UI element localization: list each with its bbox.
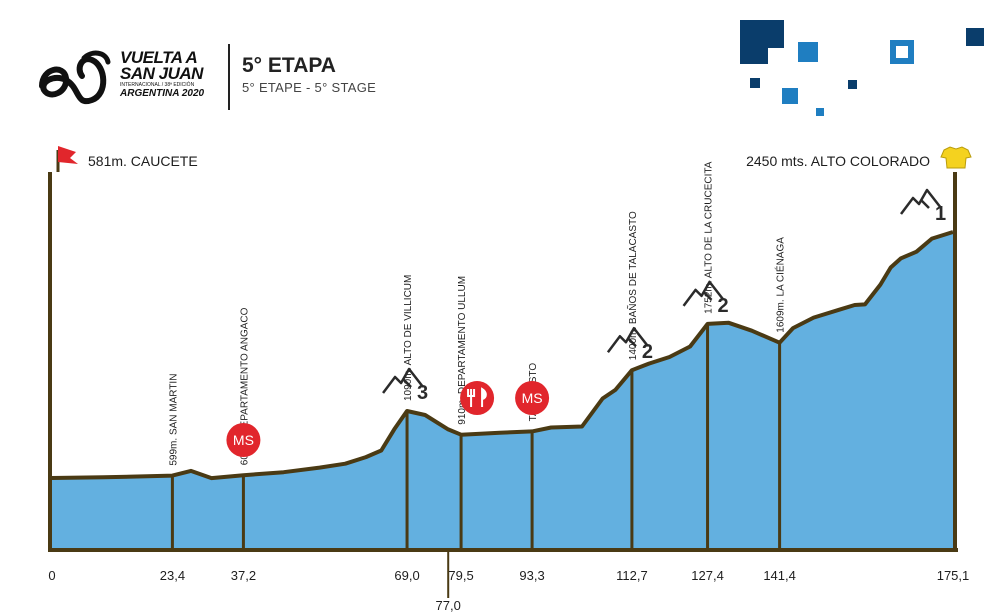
x-tick-label: 0	[48, 568, 55, 583]
header: VUELTA A SAN JUAN INTERNACIONAL / 38ª ED…	[36, 40, 416, 110]
start-flag-icon	[56, 146, 78, 172]
square-decoration	[798, 42, 818, 62]
square-decoration	[896, 46, 908, 58]
waypoint-label: 1752m. ALTO DE LA CRUCECITA	[704, 161, 715, 314]
x-tick-label: 69,0	[394, 568, 419, 583]
sprint-marker-label: MS	[233, 432, 254, 448]
climb-category: 2	[642, 341, 653, 363]
mountain-icon	[682, 280, 725, 307]
x-tick-label: 127,4	[691, 568, 724, 583]
climb-icons-group: 3 2 2 1	[382, 188, 946, 404]
square-decoration	[848, 80, 857, 89]
square-decoration	[782, 88, 798, 104]
fork-icon	[467, 389, 476, 407]
logo-wordmark: VUELTA A SAN JUAN INTERNACIONAL / 38ª ED…	[120, 48, 205, 100]
x-tick-label: 93,3	[519, 568, 544, 583]
chart-frame-group	[48, 172, 958, 552]
stage-subtitle: 5° ETAPE - 5° STAGE	[242, 80, 377, 95]
x-tick-label: 77,0	[436, 598, 461, 613]
waypoint-lines-group	[170, 323, 782, 598]
x-ticks-group: 0 23,4 37,2 69,0 77,0 79,5 93,3 112,7 127,4 141,4…	[48, 568, 969, 613]
climb-category: 3	[417, 382, 428, 404]
profile-area	[52, 232, 953, 550]
sprint-marker	[226, 423, 261, 457]
start-label: 581m. CAUCETE	[88, 153, 198, 169]
feed-zone-marker	[460, 381, 495, 415]
waypoint-label: 599m. SAN MARTIN	[168, 374, 179, 466]
x-tick-label: 79,5	[448, 568, 473, 583]
waypoint-label: 1400m. BAÑOS DE TALACASTO	[626, 211, 639, 360]
square-decoration	[816, 108, 824, 116]
sprint-marker-label: MS	[522, 390, 543, 406]
waypoint-label: 1609m. LA CIÉNAGA	[774, 237, 787, 333]
waypoint-label: 1090m. ALTO DE VILLICUM	[403, 275, 414, 401]
mountain-category-icon: 1	[900, 188, 946, 225]
climb-category: 1	[935, 203, 946, 225]
markers-group: MS MS	[226, 381, 550, 457]
climb-category: 2	[718, 295, 729, 317]
square-decoration	[750, 78, 760, 88]
yellow-jersey-icon	[940, 146, 972, 169]
mountain-icon	[900, 188, 942, 215]
x-tick-label: 23,4	[160, 568, 185, 583]
x-tick-label: 37,2	[231, 568, 256, 583]
fork-knife-icon	[467, 387, 487, 407]
x-tick-label: 141,4	[763, 568, 796, 583]
decorative-squares	[738, 16, 988, 126]
square-decoration	[768, 48, 784, 64]
profile-area-group	[51, 230, 954, 550]
vuelta-logo-icon	[39, 50, 111, 105]
mountain-icon	[382, 367, 425, 394]
stage-title: 5° ETAPA	[242, 54, 336, 77]
finish-label: 2450 mts. ALTO COLORADO	[746, 153, 930, 169]
logo-line-2: SAN JUAN	[120, 64, 203, 83]
waypoint-label: 602m. DEPARTAMENTO ANGACO	[239, 307, 250, 465]
logo-line-3: ARGENTINA 2020	[120, 88, 205, 99]
header-divider	[228, 44, 230, 110]
square-decoration	[966, 28, 984, 46]
mountain-icon	[606, 326, 649, 353]
logo-line-1: VUELTA A	[120, 48, 198, 67]
sprint-marker	[515, 381, 550, 415]
profile-line	[51, 230, 954, 481]
knife-icon	[481, 387, 487, 407]
waypoint-label: 910m. DEPARTAMENTO ULLUM	[457, 276, 468, 425]
logo-edition: INTERNACIONAL / 38ª EDICIÓN	[120, 82, 195, 88]
mountain-category-icon: 2	[682, 280, 729, 317]
mountain-category-icon: 3	[382, 367, 428, 404]
mountain-category-icon: 2	[606, 326, 653, 363]
x-tick-label: 175,1	[937, 568, 970, 583]
x-tick-label: 112,7	[616, 568, 648, 583]
